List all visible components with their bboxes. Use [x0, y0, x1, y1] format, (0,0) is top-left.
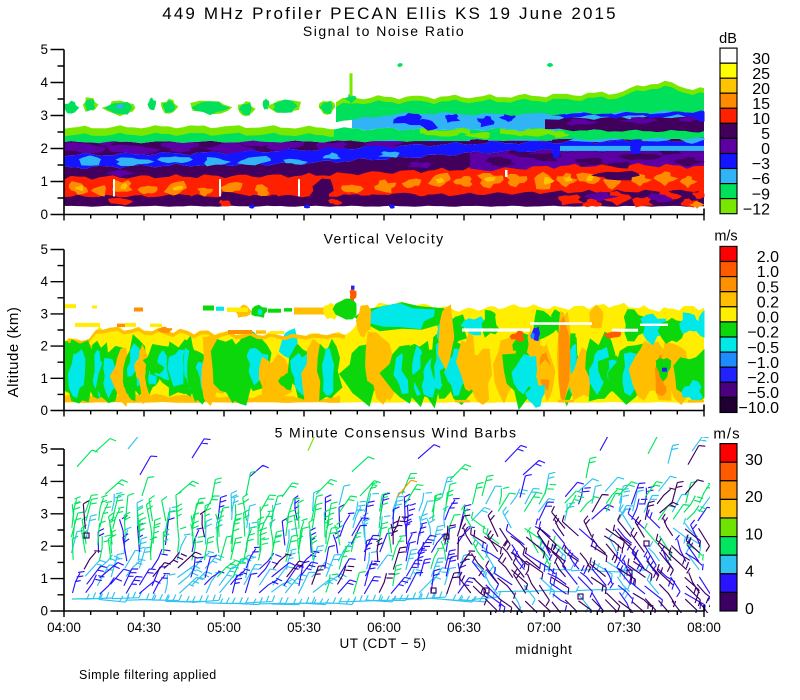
svg-text:30: 30: [745, 452, 763, 469]
svg-text:07:30: 07:30: [607, 620, 641, 635]
svg-text:Signal to Noise Ratio: Signal to Noise Ratio: [303, 23, 465, 39]
svg-text:20: 20: [752, 81, 770, 98]
svg-text:3: 3: [40, 506, 48, 521]
svg-text:20: 20: [745, 489, 763, 506]
svg-text:−10.0: −10.0: [739, 400, 780, 417]
svg-text:4: 4: [745, 564, 754, 581]
svg-text:−0.5: −0.5: [747, 340, 779, 357]
svg-text:0.0: 0.0: [757, 310, 779, 327]
svg-text:1: 1: [40, 571, 48, 586]
svg-text:−2.0: −2.0: [747, 370, 779, 387]
svg-text:4: 4: [40, 75, 48, 90]
svg-text:−1.0: −1.0: [747, 355, 779, 372]
svg-text:0.5: 0.5: [757, 279, 779, 296]
svg-text:04:00: 04:00: [47, 620, 81, 635]
svg-text:10: 10: [752, 111, 770, 128]
svg-text:Simple filtering applied: Simple filtering applied: [79, 668, 217, 682]
svg-text:2: 2: [40, 339, 48, 354]
svg-text:3: 3: [40, 306, 48, 321]
svg-text:5: 5: [40, 242, 48, 257]
svg-text:0: 0: [40, 604, 48, 619]
svg-text:449 MHz Profiler PECAN Ellis K: 449 MHz Profiler PECAN Ellis KS 19 June …: [162, 4, 618, 23]
svg-text:2: 2: [40, 539, 48, 554]
svg-text:3: 3: [40, 108, 48, 123]
svg-text:5: 5: [761, 126, 770, 143]
svg-text:25: 25: [752, 66, 770, 83]
svg-text:0: 0: [761, 141, 770, 158]
svg-text:05:00: 05:00: [207, 620, 241, 635]
svg-text:0.2: 0.2: [757, 294, 779, 311]
svg-text:Vertical Velocity: Vertical Velocity: [324, 231, 445, 247]
svg-text:−3: −3: [752, 156, 770, 173]
svg-text:5 Minute Consensus Wind Barbs: 5 Minute Consensus Wind Barbs: [275, 425, 518, 441]
svg-text:06:30: 06:30: [447, 620, 481, 635]
svg-text:−9: −9: [752, 186, 770, 203]
svg-text:1: 1: [40, 371, 48, 386]
svg-text:5: 5: [40, 42, 48, 57]
svg-text:m/s: m/s: [713, 426, 740, 443]
svg-text:−5.0: −5.0: [747, 385, 779, 402]
svg-text:−6: −6: [752, 171, 770, 188]
svg-text:2: 2: [40, 141, 48, 156]
svg-text:dB: dB: [719, 31, 737, 47]
svg-text:4: 4: [40, 474, 48, 489]
svg-text:5: 5: [40, 442, 48, 457]
svg-text:0: 0: [40, 207, 48, 222]
svg-text:05:30: 05:30: [287, 620, 321, 635]
svg-text:10: 10: [745, 526, 763, 543]
svg-text:2.0: 2.0: [757, 249, 779, 266]
svg-text:Altitude (km): Altitude (km): [5, 307, 22, 398]
svg-text:07:00: 07:00: [527, 620, 561, 635]
svg-text:0: 0: [40, 403, 48, 418]
svg-text:m/s: m/s: [714, 229, 737, 245]
svg-text:4: 4: [40, 274, 48, 289]
svg-text:1.0: 1.0: [757, 264, 779, 281]
svg-text:1: 1: [40, 174, 48, 189]
svg-text:−12: −12: [743, 201, 770, 218]
svg-text:30: 30: [752, 51, 770, 68]
svg-text:midnight: midnight: [515, 642, 572, 657]
svg-text:15: 15: [752, 96, 770, 113]
svg-text:0: 0: [745, 601, 754, 618]
svg-text:08:00: 08:00: [687, 620, 721, 635]
svg-text:−0.2: −0.2: [747, 325, 779, 342]
svg-text:UT (CDT − 5): UT (CDT − 5): [340, 636, 427, 651]
svg-text:06:00: 06:00: [367, 620, 401, 635]
svg-text:04:30: 04:30: [127, 620, 161, 635]
